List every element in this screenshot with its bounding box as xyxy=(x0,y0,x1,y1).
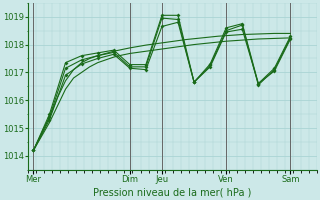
X-axis label: Pression niveau de la mer( hPa ): Pression niveau de la mer( hPa ) xyxy=(93,187,252,197)
